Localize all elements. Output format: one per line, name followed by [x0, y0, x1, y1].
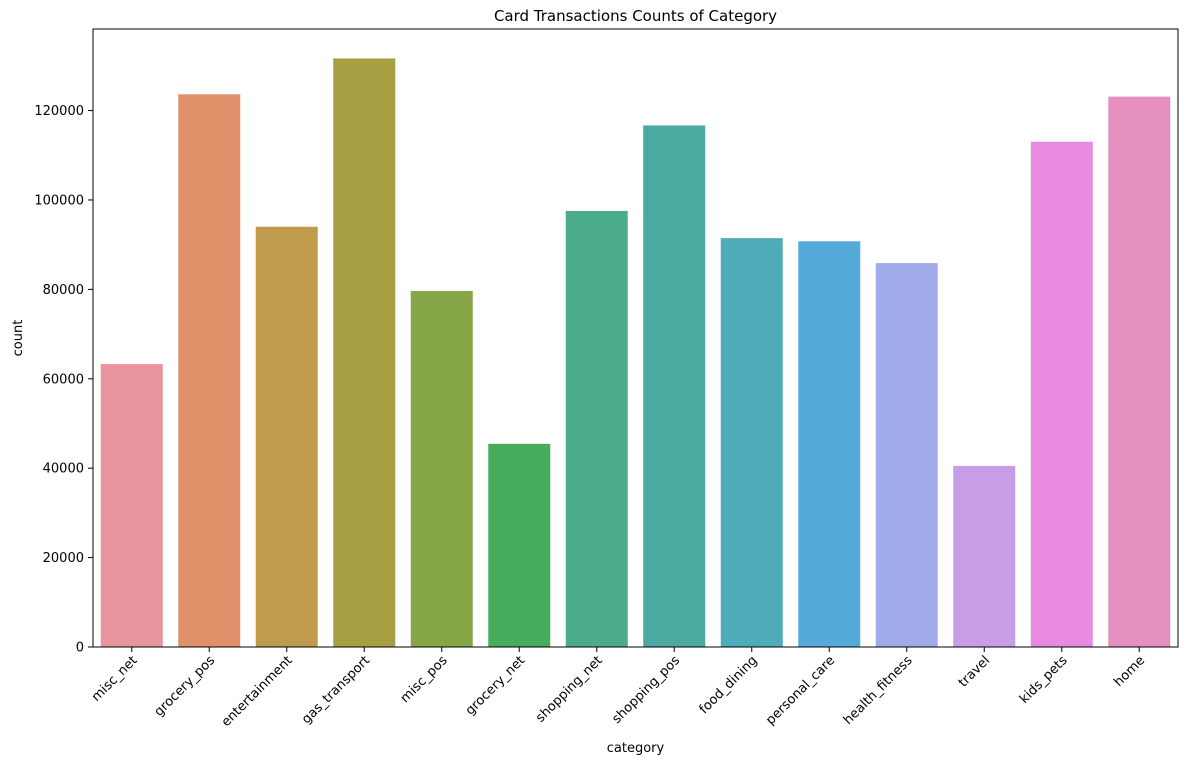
bar-shopping-pos	[643, 125, 706, 647]
plot-frame	[92, 28, 1179, 648]
y-tick-label: 100000	[34, 193, 84, 208]
x-tick-label: kids_pets	[1017, 653, 1071, 707]
bar-kids-pets	[1030, 141, 1093, 647]
y-tick-label: 0	[76, 641, 84, 656]
x-tick-label: entertainment	[219, 653, 296, 730]
x-tick-label: gas_transport	[299, 653, 373, 727]
bar-shopping-net	[565, 210, 628, 647]
y-axis-label: count	[11, 320, 26, 357]
x-tick-label: misc_net	[89, 653, 141, 705]
y-tick-label: 60000	[43, 372, 84, 387]
bar-personal-care	[798, 241, 861, 647]
y-tick-label: 120000	[34, 104, 84, 119]
x-tick-label: food_dining	[697, 653, 761, 717]
y-tick-label: 80000	[43, 283, 84, 298]
x-tick-label: grocery_net	[463, 653, 528, 718]
y-tick-label: 40000	[43, 462, 84, 477]
bar-gas-transport	[333, 58, 396, 647]
y-axis: 0 20000 40000 60000 80000 100000 120000	[34, 104, 93, 656]
x-tick-label: personal_care	[763, 653, 838, 728]
x-tick-label: shopping_pos	[609, 653, 683, 727]
x-tick-label: shopping_net	[533, 653, 605, 725]
bars-group	[100, 58, 1171, 648]
x-tick-label: home	[1111, 653, 1148, 690]
x-axis: misc_net grocery_pos entertainment gas_tran…	[89, 647, 1148, 730]
bar-entertainment	[255, 226, 318, 647]
bar-home	[1108, 96, 1171, 648]
bar-grocery-pos	[178, 94, 241, 648]
x-tick-label: misc_pos	[398, 653, 451, 706]
bar-grocery-net	[488, 443, 551, 647]
bar-health-fitness	[875, 263, 938, 647]
x-tick-label: grocery_pos	[152, 653, 219, 720]
y-tick-label: 20000	[43, 551, 84, 566]
chart-title: Card Transactions Counts of Category	[494, 7, 777, 25]
x-axis-label: category	[607, 741, 665, 756]
bar-misc-net	[100, 364, 163, 647]
x-tick-label: health_fitness	[841, 653, 916, 728]
bar-misc-pos	[410, 290, 473, 647]
bar-food-dining	[720, 238, 783, 647]
x-tick-label: travel	[956, 653, 993, 690]
bar-travel	[953, 465, 1016, 647]
